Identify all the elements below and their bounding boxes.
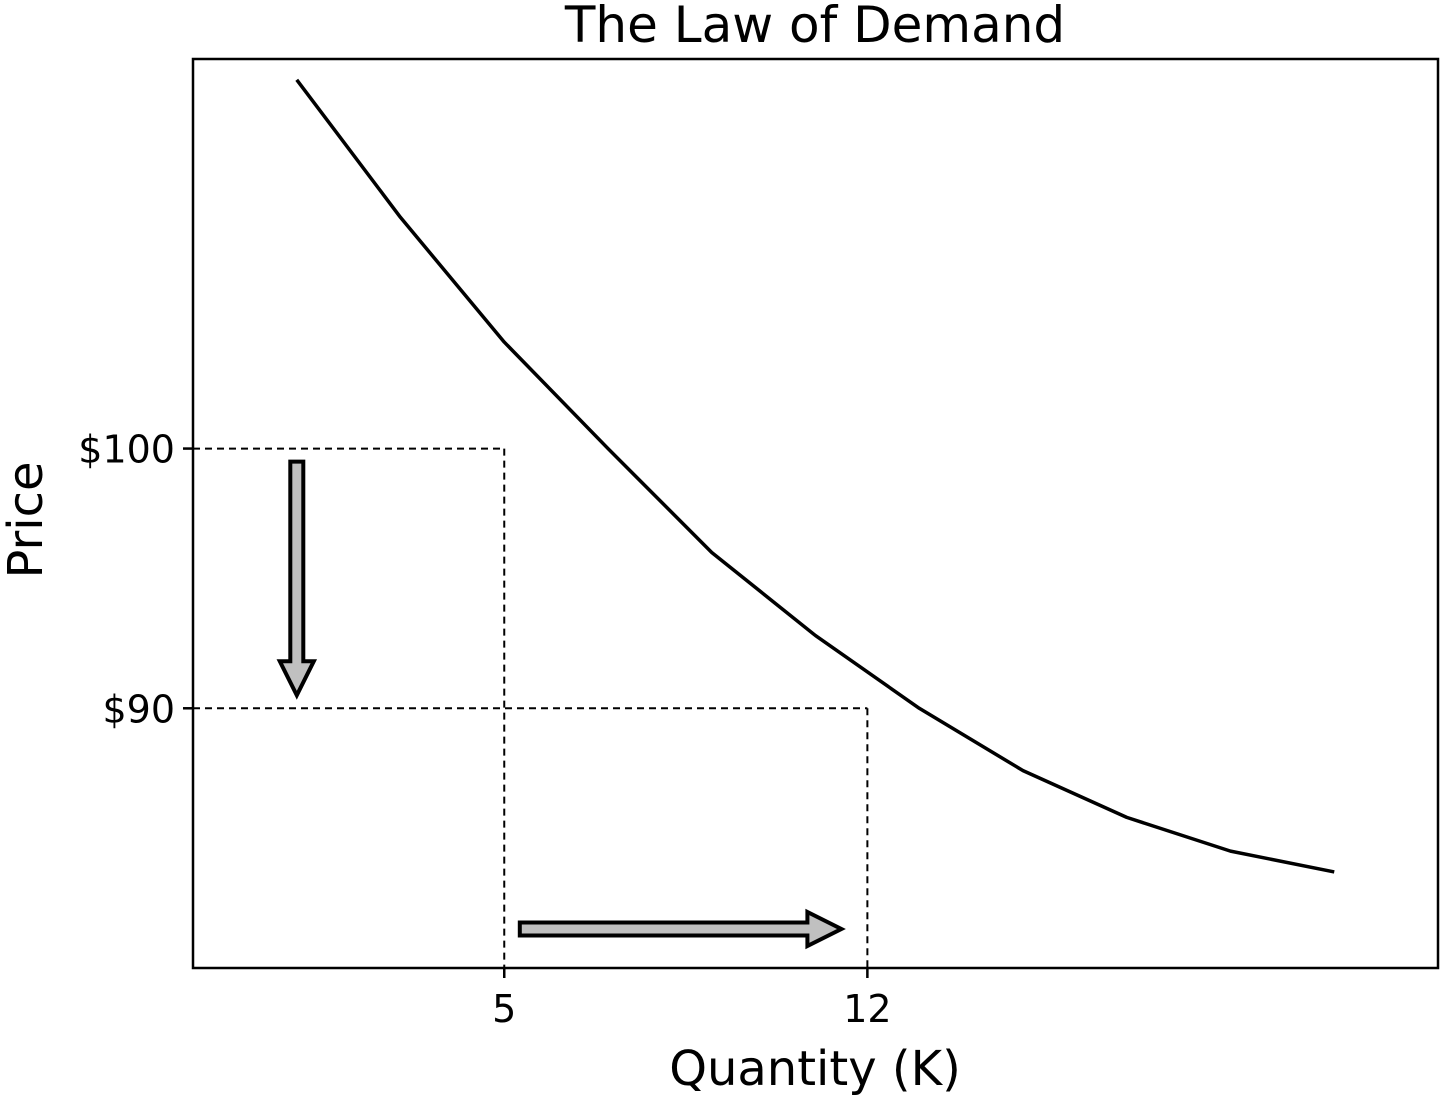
x-tick-label-0: 5 [492, 987, 516, 1031]
chart-title: The Law of Demand [564, 0, 1065, 54]
plot-frame [191, 57, 1440, 970]
demand-curve-line [295, 78, 1335, 874]
y-tick-label-0: $100 [78, 428, 175, 472]
x-tick-label-1: 12 [843, 987, 891, 1031]
arrow-right [517, 908, 846, 950]
plot-layer: 5 12 $100 $90 [78, 57, 1440, 1031]
arrow-down [276, 459, 318, 700]
x-axis-label: Quantity (K) [669, 1041, 961, 1097]
y-axis-label: Price [0, 461, 54, 578]
y-tick-label-1: $90 [102, 687, 175, 731]
